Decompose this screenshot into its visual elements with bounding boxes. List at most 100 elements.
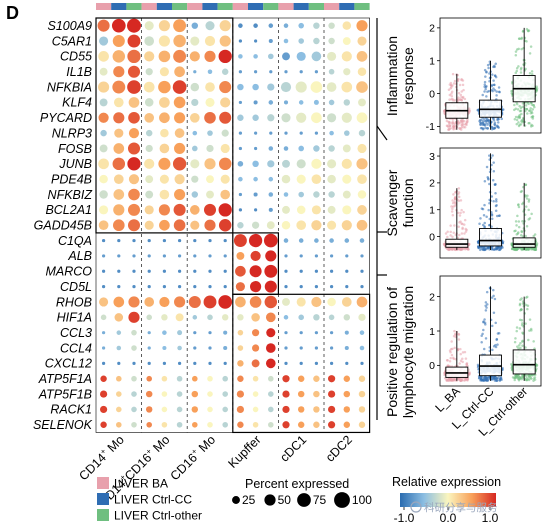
dot-mark — [144, 36, 155, 46]
dot-mark — [114, 313, 124, 322]
dot-mark — [282, 205, 290, 214]
box-point — [456, 348, 460, 351]
dot-mark — [238, 131, 243, 135]
box-point — [457, 338, 461, 341]
dot-mark — [268, 38, 273, 44]
dot-mark — [284, 131, 288, 135]
dot-mark — [268, 391, 274, 397]
box-point — [488, 223, 491, 227]
dot-mark — [173, 203, 186, 216]
dot-mark — [191, 22, 199, 29]
y-tick-label: 0 — [429, 231, 435, 243]
box-point — [529, 45, 533, 48]
dot-mark — [238, 70, 243, 74]
box-point — [476, 240, 480, 244]
y-tick-label: 3 — [429, 151, 435, 163]
dot-mark — [158, 20, 170, 32]
dot-mark — [263, 233, 278, 248]
box-point — [535, 364, 538, 368]
dot-mark — [343, 390, 351, 398]
dot-mark — [193, 254, 197, 258]
dot-mark — [311, 205, 321, 215]
box-point — [465, 363, 468, 366]
box-point — [459, 128, 463, 131]
dot-mark — [329, 285, 334, 289]
dot-mark — [313, 421, 320, 428]
dot-mark — [356, 112, 368, 124]
dot-mark — [237, 329, 244, 336]
dot-mark — [128, 128, 140, 139]
dot-mark — [238, 54, 243, 59]
box-point — [493, 64, 496, 68]
celltype-label: cDC1 — [277, 433, 309, 465]
dot-mark — [328, 145, 335, 152]
box-point — [526, 307, 529, 311]
dot-mark — [111, 18, 126, 33]
dot-mark — [101, 269, 106, 273]
box-point — [447, 128, 451, 131]
box-point — [493, 74, 497, 78]
dot-mark — [237, 345, 244, 351]
box-point — [517, 203, 520, 207]
dot-mark — [219, 20, 231, 32]
box-point — [483, 80, 487, 84]
dot-mark — [343, 99, 351, 106]
dot-mark — [174, 174, 185, 185]
dot-mark — [268, 375, 274, 382]
box-point — [515, 102, 519, 106]
group-color-strip — [156, 3, 172, 10]
box-point — [495, 94, 498, 97]
box-point — [450, 210, 454, 213]
dot-mark — [327, 205, 336, 214]
box-point — [517, 121, 520, 124]
box-point — [451, 97, 454, 101]
dot-mark — [144, 98, 154, 107]
box-point — [518, 104, 521, 108]
box-point — [463, 232, 466, 235]
box-point — [457, 98, 460, 101]
box-point — [452, 334, 456, 338]
dot-mark — [252, 221, 260, 229]
box-point — [488, 182, 491, 186]
dot-mark — [158, 35, 170, 47]
box-point — [510, 363, 513, 366]
group-color-strip — [126, 3, 142, 10]
box-point — [484, 126, 487, 130]
dot-mark — [237, 375, 244, 382]
dot-mark — [127, 34, 141, 48]
dot-mark — [117, 285, 121, 289]
dot-mark — [341, 220, 352, 231]
box-point — [484, 85, 488, 89]
dot-mark — [299, 269, 303, 273]
dot-mark — [223, 345, 228, 351]
dot-mark — [114, 128, 124, 138]
dot-mark — [207, 391, 213, 397]
box-point — [496, 332, 500, 335]
module-label-scavenger: Scavengerfunction — [384, 169, 416, 236]
box-point — [458, 362, 461, 365]
dot-mark — [358, 98, 366, 107]
dot-mark — [253, 146, 258, 151]
box-point — [524, 346, 527, 349]
box-point — [443, 111, 446, 115]
dot-mark — [193, 285, 197, 289]
dot-mark — [268, 421, 274, 428]
box-point — [519, 247, 523, 251]
box-point — [492, 376, 496, 380]
dot-mark — [188, 295, 201, 308]
box-point — [510, 366, 513, 370]
dot-mark — [311, 112, 322, 124]
dot-mark — [99, 67, 108, 76]
dot-mark — [131, 375, 137, 382]
gene-label: JUNB — [58, 157, 92, 171]
box-point — [515, 224, 518, 227]
group-color-strip — [111, 3, 127, 10]
dot-mark — [161, 391, 168, 397]
box-point — [516, 232, 520, 235]
dot-mark — [206, 175, 214, 184]
dot-mark — [327, 174, 336, 184]
dot-mark — [298, 238, 304, 243]
box-point — [527, 198, 531, 201]
box-point — [486, 303, 489, 306]
dot-mark — [266, 328, 276, 338]
